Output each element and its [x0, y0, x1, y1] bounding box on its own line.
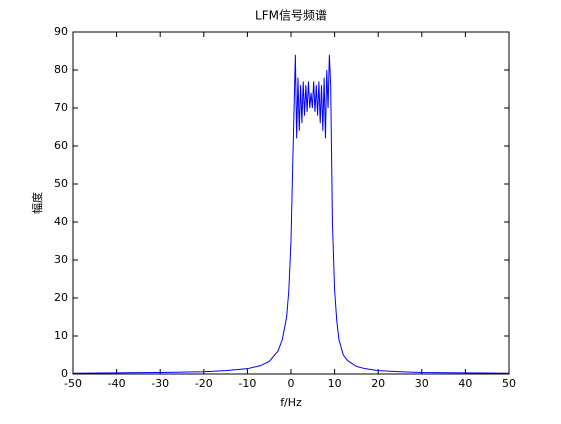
chart-title: LFM信号频谱	[255, 9, 327, 23]
x-tick-label: -20	[195, 377, 213, 390]
y-axis-label: 幅度	[30, 192, 44, 214]
x-tick-label: 30	[415, 377, 429, 390]
x-tick-label: 0	[288, 377, 295, 390]
x-axis-label: f/Hz	[280, 396, 302, 409]
axes-box	[72, 31, 510, 375]
x-tick-label: -30	[151, 377, 169, 390]
y-tick-label: 20	[54, 291, 68, 304]
x-tick-label: 10	[328, 377, 342, 390]
y-tick-label: 10	[54, 329, 68, 342]
x-tick-label: -50	[64, 377, 82, 390]
line-series	[72, 54, 510, 374]
y-tick-label: 50	[54, 177, 68, 190]
y-tick-label: 0	[61, 367, 68, 380]
y-tick-label: 30	[54, 253, 68, 266]
y-tick-label: 80	[54, 63, 68, 76]
x-tick-label: 50	[502, 377, 516, 390]
x-tick-label: 20	[371, 377, 385, 390]
y-tick-label: 90	[54, 25, 68, 38]
x-tick-label: 40	[458, 377, 472, 390]
y-tick-label: 40	[54, 215, 68, 228]
y-tick-label: 60	[54, 139, 68, 152]
x-tick-label: -10	[238, 377, 256, 390]
x-tick-label: -40	[108, 377, 126, 390]
y-tick-label: 70	[54, 101, 68, 114]
